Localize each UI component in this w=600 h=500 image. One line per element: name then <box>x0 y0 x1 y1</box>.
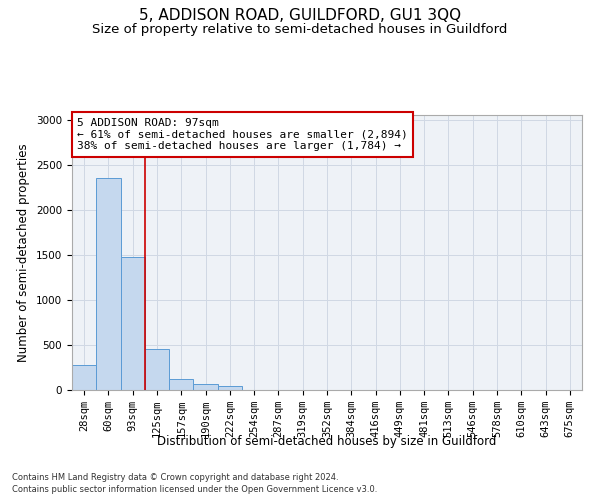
Bar <box>193 384 218 390</box>
Text: Contains HM Land Registry data © Crown copyright and database right 2024.: Contains HM Land Registry data © Crown c… <box>12 472 338 482</box>
Text: Size of property relative to semi-detached houses in Guildford: Size of property relative to semi-detach… <box>92 22 508 36</box>
Text: Contains public sector information licensed under the Open Government Licence v3: Contains public sector information licen… <box>12 485 377 494</box>
Bar <box>145 348 169 390</box>
Y-axis label: Number of semi-detached properties: Number of semi-detached properties <box>17 143 31 362</box>
Bar <box>121 258 145 390</box>
Bar <box>169 379 193 390</box>
Bar <box>218 386 242 390</box>
Text: 5 ADDISON ROAD: 97sqm
← 61% of semi-detached houses are smaller (2,894)
38% of s: 5 ADDISON ROAD: 97sqm ← 61% of semi-deta… <box>77 118 408 151</box>
Bar <box>72 365 96 390</box>
Text: 5, ADDISON ROAD, GUILDFORD, GU1 3QQ: 5, ADDISON ROAD, GUILDFORD, GU1 3QQ <box>139 8 461 22</box>
Text: Distribution of semi-detached houses by size in Guildford: Distribution of semi-detached houses by … <box>157 435 497 448</box>
Bar <box>96 178 121 390</box>
